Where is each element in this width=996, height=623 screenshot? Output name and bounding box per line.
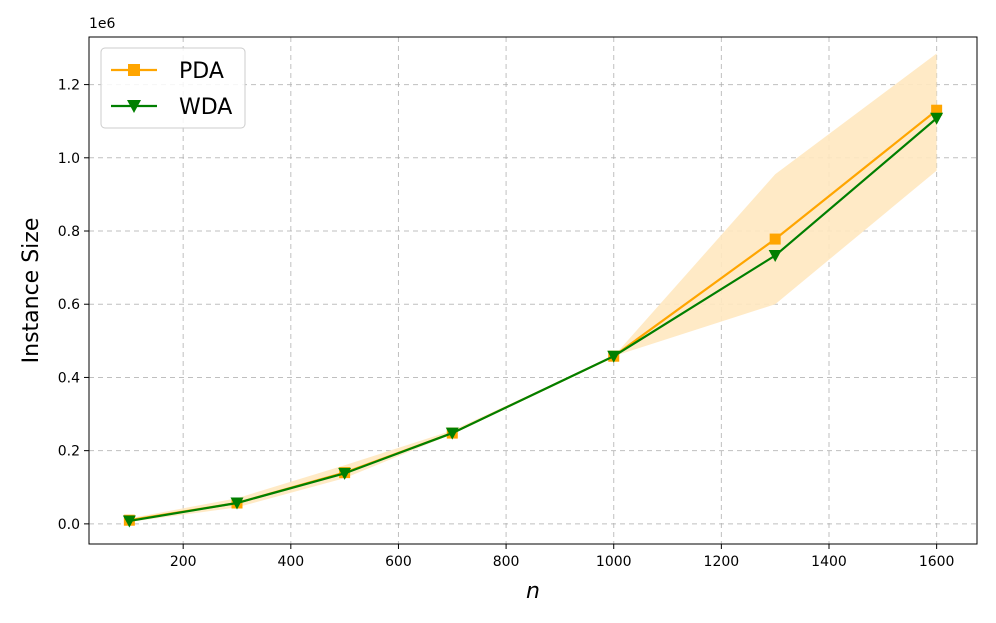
series-wda bbox=[122, 112, 944, 528]
data-point bbox=[930, 112, 944, 125]
legend-entry-pda: PDA bbox=[111, 59, 224, 84]
confidence-band-pda bbox=[129, 53, 937, 523]
legend-label: WDA bbox=[179, 95, 232, 120]
x-tick-label: 200 bbox=[170, 554, 197, 570]
data-point bbox=[230, 497, 244, 510]
y-axis: 0.0 0.2 0.4 0.6 0.8 1.0 1.2 bbox=[58, 78, 89, 533]
y-tick-label: 0.4 bbox=[58, 370, 80, 386]
y-tick-label: 0.0 bbox=[58, 517, 80, 533]
legend-marker bbox=[128, 64, 140, 76]
data-point bbox=[338, 467, 352, 480]
y-tick-label: 0.6 bbox=[58, 297, 80, 313]
legend-label: PDA bbox=[179, 59, 224, 84]
data-point bbox=[931, 104, 943, 116]
plot-frame bbox=[88, 36, 978, 545]
data-point bbox=[768, 250, 782, 263]
x-tick-label: 1000 bbox=[596, 554, 632, 570]
y-tick-label: 1.0 bbox=[58, 151, 80, 167]
data-point bbox=[122, 515, 136, 528]
y-tick-label: 1.2 bbox=[58, 78, 80, 94]
x-axis-label: n bbox=[526, 579, 540, 604]
x-tick-label: 800 bbox=[493, 554, 520, 570]
x-tick-label: 400 bbox=[277, 554, 304, 570]
band-layer bbox=[129, 53, 937, 523]
data-point bbox=[607, 350, 621, 363]
legend: PDA WDA bbox=[100, 47, 246, 129]
series-layer bbox=[122, 104, 944, 528]
x-tick-label: 1400 bbox=[811, 554, 847, 570]
y-tick-label: 0.8 bbox=[58, 224, 80, 240]
y-tick-label: 0.2 bbox=[58, 444, 80, 460]
data-point bbox=[445, 427, 459, 440]
y-multiplier-label: 1e6 bbox=[89, 16, 116, 32]
data-point bbox=[769, 233, 781, 245]
x-tick-label: 1600 bbox=[919, 554, 955, 570]
legend-entry-wda: WDA bbox=[111, 95, 232, 120]
x-tick-label: 1200 bbox=[704, 554, 740, 570]
x-axis: 200 400 600 800 1000 1200 1400 1600 bbox=[170, 544, 955, 570]
legend-marker bbox=[127, 100, 141, 113]
y-axis-label: Instance Size bbox=[19, 218, 44, 364]
x-tick-label: 600 bbox=[385, 554, 412, 570]
